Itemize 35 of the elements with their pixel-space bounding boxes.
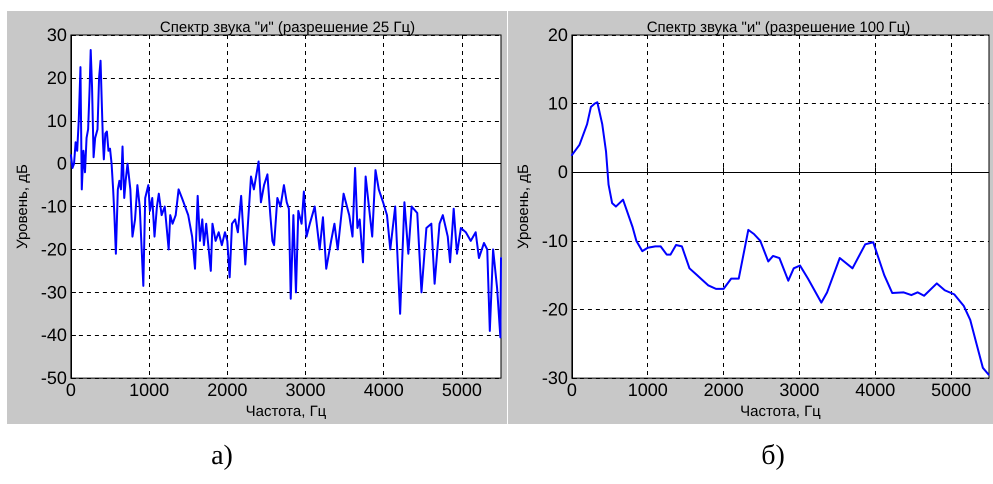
x-tick-label: 2000 bbox=[704, 380, 744, 400]
x-tick-label: 4000 bbox=[364, 380, 404, 400]
y-tick-label: 20 bbox=[548, 25, 568, 45]
text: а) bbox=[210, 440, 234, 472]
y-tick-label: -50 bbox=[40, 368, 67, 388]
y-tick-label: -30 bbox=[542, 368, 568, 388]
y-tick-label: 20 bbox=[46, 68, 67, 88]
y-tick-label: -30 bbox=[40, 282, 67, 302]
y-axis-title: Уровень, дБ bbox=[14, 164, 31, 249]
x-axis-title: Частота, Гц bbox=[246, 403, 327, 420]
x-tick-label: 1000 bbox=[129, 380, 170, 400]
y-tick-label: -20 bbox=[40, 239, 67, 260]
x-tick-label: 3000 bbox=[285, 380, 326, 400]
x-tick-label: 5000 bbox=[442, 380, 482, 400]
x-axis-title: Частота, Гц bbox=[740, 403, 822, 420]
x-tick-label: 4000 bbox=[855, 380, 896, 400]
y-tick-label: -10 bbox=[542, 230, 568, 251]
y-tick-label: -40 bbox=[40, 325, 67, 346]
line-series bbox=[570, 101, 990, 376]
y-tick-label: -20 bbox=[542, 299, 568, 320]
x-tick-label: 3000 bbox=[779, 380, 820, 400]
chart-title: Спектр звука "и" (разрешение 25 Гц) bbox=[160, 19, 416, 36]
y-tick-label: 0 bbox=[558, 162, 568, 182]
x-tick-label: 5000 bbox=[931, 380, 972, 400]
chart-title: Спектр звука "и" (разрешение 100 Гц) bbox=[646, 19, 910, 36]
y-tick-label: 0 bbox=[56, 154, 67, 174]
x-tick-label: 1000 bbox=[628, 380, 668, 400]
x-tick-label: 2000 bbox=[207, 380, 248, 400]
line-series bbox=[70, 49, 502, 338]
y-axis-title: Уровень, дБ bbox=[515, 164, 532, 249]
text: б) bbox=[760, 440, 786, 472]
y-tick-label: 10 bbox=[548, 94, 568, 114]
y-tick-label: 10 bbox=[46, 110, 67, 131]
y-tick-label: -10 bbox=[40, 196, 67, 217]
y-tick-label: 30 bbox=[46, 25, 67, 45]
